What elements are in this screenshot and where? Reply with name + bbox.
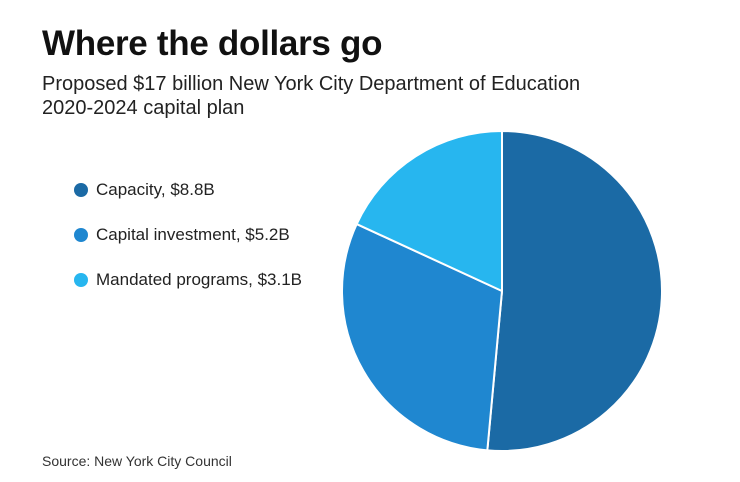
legend-label-capacity: Capacity, $8.8B <box>96 180 215 199</box>
legend-item-capacity: Capacity, $8.8B <box>74 178 302 202</box>
legend-item-mandated-programs: Mandated programs, $3.1B <box>74 268 302 292</box>
pie-slice-mandated-programs <box>355 130 503 292</box>
legend-swatch-capital-investment <box>74 228 88 242</box>
pie-slice-capital-investment <box>341 223 503 452</box>
legend-label-mandated-programs: Mandated programs, $3.1B <box>96 270 303 289</box>
pie-slice-capacity <box>486 130 663 452</box>
legend-label-capital-investment: Capital investment, $5.2B <box>96 225 290 244</box>
source-note: Source: New York City Council <box>42 453 232 469</box>
chart-subtitle: Proposed $17 billion New York City Depar… <box>42 73 581 119</box>
legend-swatch-mandated-programs <box>74 273 88 287</box>
legend-swatch-capacity <box>74 183 88 197</box>
legend: Capacity, $8.8B Capital investment, $5.2… <box>74 178 302 313</box>
chart-title: Where the dollars go <box>42 24 383 63</box>
legend-item-capital-investment: Capital investment, $5.2B <box>74 223 302 247</box>
